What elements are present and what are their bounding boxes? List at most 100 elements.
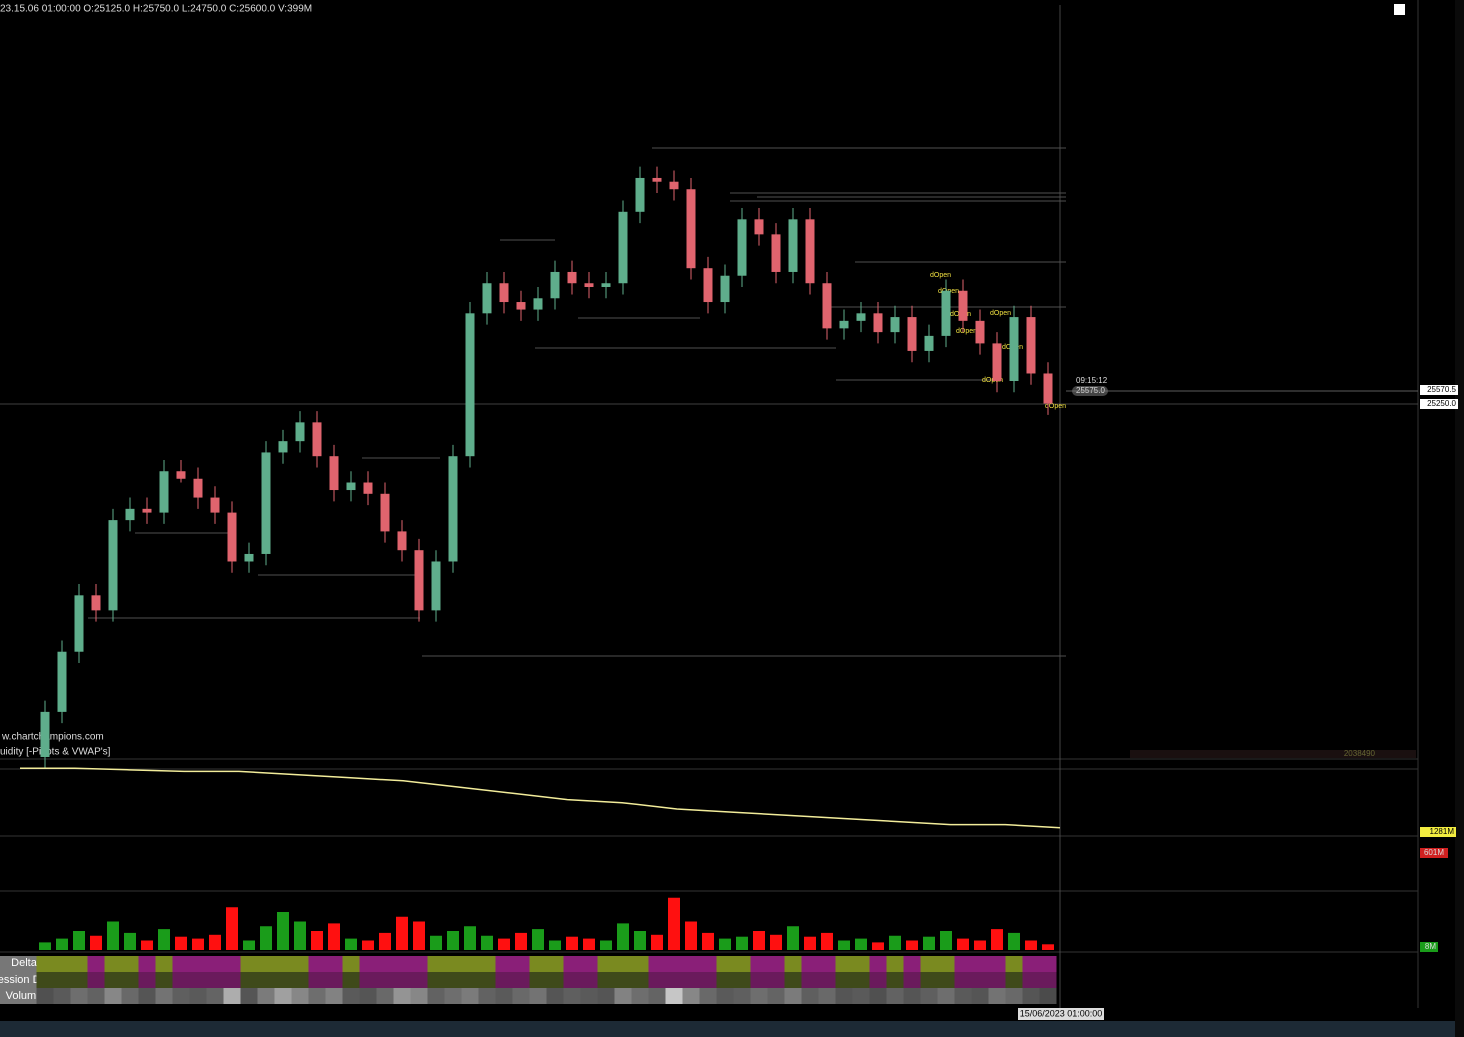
volume-cell	[886, 988, 904, 1004]
volume-cell	[512, 988, 530, 1004]
volume-cell	[308, 988, 326, 1004]
volume-cell	[920, 988, 938, 1004]
volume-marker	[1420, 942, 1438, 952]
candle-body	[312, 422, 322, 457]
volume-bar	[634, 931, 646, 950]
delta-cell	[971, 956, 989, 972]
maximize-button[interactable]	[1394, 4, 1405, 15]
candle-body	[754, 219, 764, 235]
volume-cell	[138, 988, 156, 1004]
delta-cell	[1022, 956, 1040, 972]
volume-bar	[736, 936, 748, 950]
volume-cell	[716, 988, 734, 1004]
volume-cell	[223, 988, 241, 1004]
volume-cell	[444, 988, 462, 1004]
session-delta-cell	[495, 972, 513, 988]
volume-bar	[787, 926, 799, 950]
candle-body	[448, 456, 458, 562]
delta-cell	[393, 956, 411, 972]
session-delta-cell	[206, 972, 224, 988]
session-delta-cell	[920, 972, 938, 988]
delta-cell	[189, 956, 207, 972]
delta-cell	[70, 956, 88, 972]
session-delta-cell	[1039, 972, 1057, 988]
volume-bar	[413, 921, 425, 950]
volume-bar	[668, 897, 680, 950]
volume-cell	[36, 988, 54, 1004]
volume-cell	[359, 988, 377, 1004]
volume-cell	[563, 988, 581, 1004]
delta-cell	[852, 956, 870, 972]
volume-cell	[1039, 988, 1057, 1004]
session-delta-cell	[240, 972, 258, 988]
volume-bar	[804, 936, 816, 950]
volume-bar	[957, 938, 969, 950]
session-delta-cell	[427, 972, 445, 988]
session-delta-cell	[36, 972, 54, 988]
session-delta-cell	[699, 972, 717, 988]
volume-bar	[158, 929, 170, 950]
delta-cell	[954, 956, 972, 972]
cum-line	[20, 767, 1061, 829]
volume-cell	[903, 988, 921, 1004]
volume-bar	[872, 942, 884, 950]
volume-bar	[940, 931, 952, 950]
delta-cell	[835, 956, 853, 972]
candle-body	[91, 595, 101, 611]
delta-cell	[631, 956, 649, 972]
session-delta-cell	[733, 972, 751, 988]
volume-bar	[974, 940, 986, 950]
delta-cell	[325, 956, 343, 972]
volume-bar	[719, 938, 731, 950]
volume-cell	[240, 988, 258, 1004]
delta-cell	[274, 956, 292, 972]
line-marker-label: 1281M	[1430, 827, 1455, 836]
candle-body	[941, 290, 951, 336]
candle-body	[992, 343, 1002, 381]
delta-cell	[563, 956, 581, 972]
candle-body	[601, 283, 611, 287]
candle-body	[890, 317, 900, 333]
session-delta-cell	[665, 972, 683, 988]
delta-cell	[886, 956, 904, 972]
volume-bar	[328, 923, 340, 950]
volume-bar	[141, 940, 153, 950]
delta-cell	[716, 956, 734, 972]
annotation: dOpen	[956, 328, 977, 335]
session-delta-cell	[1022, 972, 1040, 988]
session-delta-cell	[308, 972, 326, 988]
price-marker-label: 25570.5	[1427, 385, 1456, 394]
session-delta-cell	[359, 972, 377, 988]
volume-cell	[104, 988, 122, 1004]
delta-cell	[172, 956, 190, 972]
candle-body	[40, 711, 50, 757]
volume-cell	[495, 988, 513, 1004]
volume-bar	[1042, 944, 1054, 950]
volume-cell	[546, 988, 564, 1004]
delta-cell	[291, 956, 309, 972]
session-delta-cell	[835, 972, 853, 988]
delta-cell	[308, 956, 326, 972]
candle-body	[176, 471, 186, 479]
delta-cell	[121, 956, 139, 972]
volume-bar	[532, 929, 544, 950]
volume-cell	[801, 988, 819, 1004]
session-delta-cell	[512, 972, 530, 988]
delta-cell	[767, 956, 785, 972]
delta-cell	[1005, 956, 1023, 972]
delta-cell	[223, 956, 241, 972]
delta-cell	[87, 956, 105, 972]
volume-cell	[1005, 988, 1023, 1004]
candle-body	[669, 181, 679, 190]
candle-body	[465, 313, 475, 457]
session-delta-cell	[257, 972, 275, 988]
volume-bar	[906, 940, 918, 950]
delta-cell	[665, 956, 683, 972]
session-delta-cell	[172, 972, 190, 988]
session-delta-cell	[954, 972, 972, 988]
candle-body	[482, 283, 492, 314]
volume-cell	[172, 988, 190, 1004]
session-delta-cell	[903, 972, 921, 988]
volume-bar	[243, 940, 255, 950]
candle-body	[380, 493, 390, 532]
